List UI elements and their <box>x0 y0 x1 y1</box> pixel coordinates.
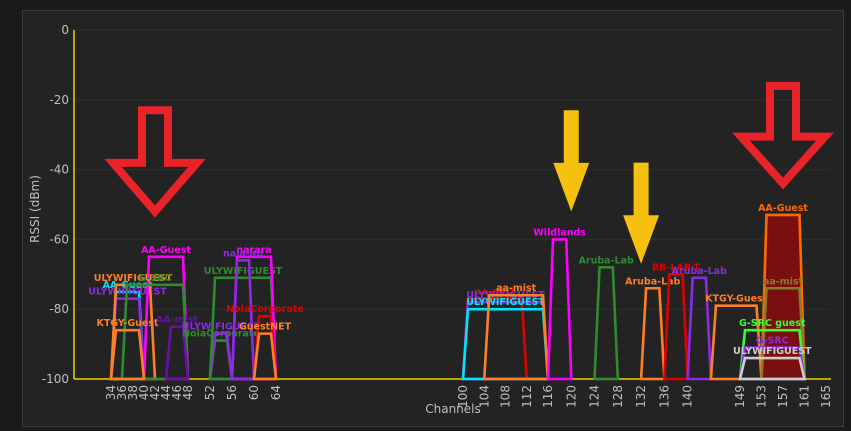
ssid-label: BB-LAB-T <box>652 262 701 273</box>
ssid-label: GuestNET <box>239 322 292 333</box>
x-tick-label: 48 <box>181 385 195 400</box>
ssid-label: narara <box>236 245 271 256</box>
x-tick-label: 128 <box>611 385 625 408</box>
ssid-label: KTGY-Guest <box>705 294 768 305</box>
x-tick-label: 153 <box>755 385 769 408</box>
y-tick-label: -80 <box>49 302 69 316</box>
x-tick-label: 42 <box>148 385 162 400</box>
series-shape <box>709 304 763 381</box>
ssid-label: ULYWIFIGUEST <box>182 322 261 333</box>
y-tick-label: -100 <box>42 372 69 386</box>
series-shape <box>461 297 529 381</box>
x-tick-label: 140 <box>681 385 695 408</box>
x-tick-label: 149 <box>733 385 747 408</box>
x-tick-label: 124 <box>588 385 602 408</box>
x-tick-label: 46 <box>170 385 184 400</box>
ssid-label: G-SRC guest <box>739 318 806 329</box>
x-tick-label: 38 <box>126 385 140 400</box>
y-tick-label: 0 <box>61 23 69 37</box>
series-shape <box>461 307 550 381</box>
ssid-label: aa-mist <box>496 283 537 294</box>
ssid-label: aa-mist <box>763 276 804 287</box>
series-shape <box>461 300 550 381</box>
series-shape <box>109 328 146 381</box>
ssid-label: ULYWIFIGUEST <box>733 346 812 357</box>
x-tick-label: 56 <box>225 385 239 400</box>
y-axis-label: RSSI (dBm) <box>28 175 42 243</box>
x-tick-label: 100 <box>456 385 470 408</box>
x-tick-label: 52 <box>203 385 217 400</box>
ssid-label: G-SRC <box>756 336 789 347</box>
ssid-label: nala-ap <box>223 248 263 259</box>
ssid-label: ULYWIFIGUEST <box>94 273 173 284</box>
series-shape <box>252 332 278 381</box>
series-group: AA-Guest ULYWIFIGUEST AA-Guest ULYWIFIGUEST… <box>88 203 812 381</box>
arrow-annotation <box>104 106 206 218</box>
x-tick-label: 136 <box>657 385 671 408</box>
ssid-label: Aruba-Lab <box>625 276 680 287</box>
ssid-label: KTGY-Guest <box>96 318 159 329</box>
x-tick-label: 116 <box>541 385 555 408</box>
y-tick-label: -40 <box>49 163 69 177</box>
x-tick-label: 44 <box>159 385 173 400</box>
ssid-label: Aruba-Lab <box>672 266 727 277</box>
arrow-annotation <box>732 81 834 190</box>
x-tick-label: 104 <box>477 385 491 408</box>
series-shape <box>230 259 256 381</box>
series-shape <box>593 266 620 381</box>
series-shape <box>482 293 550 381</box>
y-axis: 0 -20 -40 -60 -80 -100 <box>42 23 75 386</box>
series-shape <box>546 238 573 381</box>
x-tick-label: 112 <box>520 385 534 408</box>
x-tick-label: 165 <box>819 385 833 408</box>
x-tick-label: 108 <box>499 385 513 408</box>
x-tick-label: 157 <box>776 385 790 408</box>
arrow-annotation <box>553 110 590 212</box>
y-tick-label: -20 <box>49 93 69 107</box>
series-shape <box>164 325 190 381</box>
annotation-arrows <box>104 81 834 264</box>
ssid-label: AA-mist <box>156 315 198 326</box>
ssid-label: AA-Guest <box>758 203 808 214</box>
series-shape <box>663 272 689 381</box>
ssid-label: ULYWIFIGUEST <box>466 297 545 308</box>
x-tick-label: 36 <box>115 385 129 400</box>
ssid-label: ULYWIFIGUEST <box>204 266 283 277</box>
x-tick-label: 132 <box>634 385 648 408</box>
x-tick-label: 40 <box>137 385 151 400</box>
x-tick-label: 64 <box>269 385 283 400</box>
x-axis-label: Channels <box>425 402 481 416</box>
y-tick-label: -60 <box>49 232 69 246</box>
arrow-annotation <box>623 162 660 264</box>
chart-panel: 0 -20 -40 -60 -80 -100 34 36 38 40 42 44 46 48 52 56 60… <box>22 10 844 427</box>
x-tick-label: 161 <box>798 385 812 408</box>
ssid-label: AA-Guest <box>141 245 191 256</box>
x-tick-label: 34 <box>104 385 118 400</box>
ssid-label: aa-mist <box>475 287 516 298</box>
ssid-label: Wildlands <box>533 227 586 238</box>
ssid-label: Aruba-Lab <box>579 255 634 266</box>
ssid-label: NolaCorporate <box>226 304 304 315</box>
x-tick-label: 120 <box>564 385 578 408</box>
series-shape <box>639 286 666 381</box>
x-tick-label: 60 <box>247 385 261 400</box>
ssid-label: G-SRC <box>139 273 172 284</box>
series-shape <box>686 276 713 381</box>
series-shape <box>738 356 807 381</box>
